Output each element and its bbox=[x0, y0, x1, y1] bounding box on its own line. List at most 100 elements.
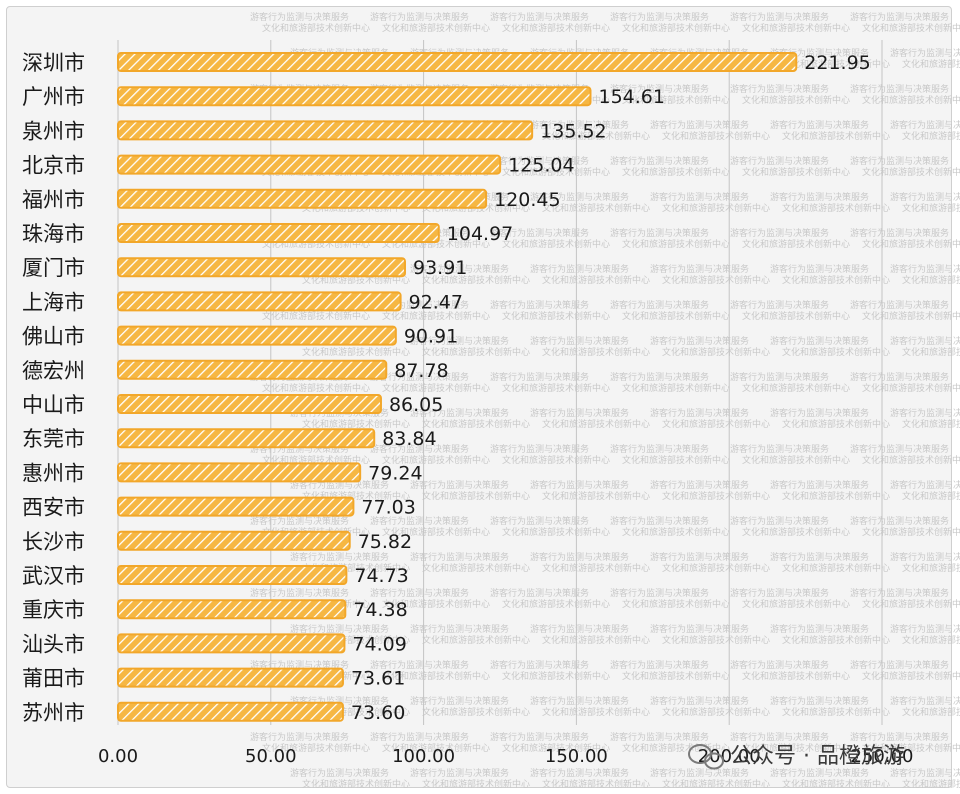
watermark-text: 文化和旅游部技术创新中心 bbox=[382, 382, 490, 394]
bar bbox=[117, 667, 344, 688]
watermark-text: 游客行为监测与决策服务 bbox=[530, 623, 629, 635]
value-label: 93.91 bbox=[413, 257, 467, 279]
value-label: 77.03 bbox=[361, 497, 415, 519]
watermark-text: 文化和旅游部技术创新中心 bbox=[742, 310, 850, 322]
watermark-text: 游客行为监测与决策服务 bbox=[890, 551, 960, 563]
watermark-text: 游客行为监测与决策服务 bbox=[530, 263, 629, 275]
watermark-text: 文化和旅游部技术创新中心 bbox=[902, 490, 960, 502]
watermark-text: 文化和旅游部技术创新中心 bbox=[542, 346, 650, 358]
watermark-text: 游客行为监测与决策服务 bbox=[290, 767, 389, 779]
watermark-text: 文化和旅游部技术创新中心 bbox=[902, 778, 960, 790]
bar bbox=[117, 599, 347, 620]
watermark-text: 游客行为监测与决策服务 bbox=[850, 587, 949, 599]
watermark-text: 游客行为监测与决策服务 bbox=[530, 407, 629, 419]
watermark-text: 游客行为监测与决策服务 bbox=[490, 659, 589, 671]
watermark-text: 文化和旅游部技术创新中心 bbox=[742, 382, 850, 394]
value-label: 83.84 bbox=[382, 428, 436, 450]
watermark-text: 文化和旅游部技术创新中心 bbox=[622, 22, 730, 34]
watermark-text: 游客行为监测与决策服务 bbox=[410, 335, 509, 347]
watermark-text: 文化和旅游部技术创新中心 bbox=[782, 346, 890, 358]
watermark-text: 文化和旅游部技术创新中心 bbox=[422, 778, 530, 790]
watermark-text: 游客行为监测与决策服务 bbox=[650, 623, 749, 635]
watermark-text: 文化和旅游部技术创新中心 bbox=[862, 454, 960, 466]
watermark-text: 文化和旅游部技术创新中心 bbox=[382, 526, 490, 538]
watermark-text: 文化和旅游部技术创新中心 bbox=[902, 418, 960, 430]
watermark-text: 文化和旅游部技术创新中心 bbox=[862, 94, 960, 106]
watermark-text: 文化和旅游部技术创新中心 bbox=[502, 382, 610, 394]
watermark-text: 游客行为监测与决策服务 bbox=[770, 263, 869, 275]
watermark-text: 文化和旅游部技术创新中心 bbox=[422, 562, 530, 574]
bar bbox=[117, 154, 502, 175]
watermark-text: 游客行为监测与决策服务 bbox=[850, 731, 949, 743]
watermark-text: 游客行为监测与决策服务 bbox=[850, 155, 949, 167]
category-label: 惠州市 bbox=[22, 461, 85, 485]
watermark-text: 游客行为监测与决策服务 bbox=[850, 11, 949, 23]
bar-row: 泉州市 135.52 bbox=[22, 119, 607, 143]
watermark-text: 游客行为监测与决策服务 bbox=[410, 479, 509, 491]
watermark-text: 文化和旅游部技术创新中心 bbox=[862, 670, 960, 682]
watermark-text: 文化和旅游部技术创新中心 bbox=[542, 202, 650, 214]
bar-row: 德宏州 87.78 bbox=[22, 359, 449, 383]
watermark-text: 游客行为监测与决策服务 bbox=[730, 227, 829, 239]
watermark-text: 文化和旅游部技术创新中心 bbox=[902, 346, 960, 358]
category-label: 珠海市 bbox=[22, 222, 85, 246]
category-label: 深圳市 bbox=[22, 51, 85, 75]
bar-row: 厦门市 93.91 bbox=[22, 256, 467, 280]
watermark-text: 游客行为监测与决策服务 bbox=[490, 227, 589, 239]
watermark-text: 文化和旅游部技术创新中心 bbox=[902, 274, 960, 286]
watermark-text: 文化和旅游部技术创新中心 bbox=[742, 670, 850, 682]
watermark-text: 游客行为监测与决策服务 bbox=[490, 371, 589, 383]
watermark-text: 文化和旅游部技术创新中心 bbox=[782, 706, 890, 718]
bar-row: 北京市 125.04 bbox=[22, 154, 575, 178]
watermark-text: 游客行为监测与决策服务 bbox=[370, 731, 469, 743]
value-label: 74.09 bbox=[352, 633, 406, 655]
watermark-text: 文化和旅游部技术创新中心 bbox=[662, 634, 770, 646]
watermark-text: 文化和旅游部技术创新中心 bbox=[782, 562, 890, 574]
watermark-text: 游客行为监测与决策服务 bbox=[890, 479, 960, 491]
watermark-text: 游客行为监测与决策服务 bbox=[250, 587, 349, 599]
watermark-text: 游客行为监测与决策服务 bbox=[730, 299, 829, 311]
watermark-text: 游客行为监测与决策服务 bbox=[730, 515, 829, 527]
category-label: 泉州市 bbox=[22, 119, 85, 143]
watermark-text: 文化和旅游部技术创新中心 bbox=[422, 346, 530, 358]
value-label: 92.47 bbox=[409, 291, 463, 313]
watermark-text: 文化和旅游部技术创新中心 bbox=[422, 418, 530, 430]
watermark-text: 文化和旅游部技术创新中心 bbox=[382, 742, 490, 754]
category-label: 北京市 bbox=[22, 154, 85, 178]
watermark-text: 文化和旅游部技术创新中心 bbox=[542, 274, 650, 286]
watermark-text: 游客行为监测与决策服务 bbox=[850, 83, 949, 95]
category-label: 武汉市 bbox=[22, 564, 85, 588]
watermark-text: 游客行为监测与决策服务 bbox=[370, 515, 469, 527]
watermark-text: 游客行为监测与决策服务 bbox=[490, 731, 589, 743]
watermark-text: 文化和旅游部技术创新中心 bbox=[502, 526, 610, 538]
watermark-text: 游客行为监测与决策服务 bbox=[530, 695, 629, 707]
watermark-text: 游客行为监测与决策服务 bbox=[730, 731, 829, 743]
watermark-text: 文化和旅游部技术创新中心 bbox=[262, 22, 370, 34]
watermark-text: 文化和旅游部技术创新中心 bbox=[862, 598, 960, 610]
brand-text: 公众号 · 品橙旅游 bbox=[730, 744, 905, 769]
watermark-text: 文化和旅游部技术创新中心 bbox=[782, 58, 890, 70]
watermark-text: 游客行为监测与决策服务 bbox=[770, 191, 869, 203]
watermark-text: 文化和旅游部技术创新中心 bbox=[262, 382, 370, 394]
watermark-text: 游客行为监测与决策服务 bbox=[850, 371, 949, 383]
value-label: 74.73 bbox=[354, 565, 408, 587]
watermark-text: 文化和旅游部技术创新中心 bbox=[662, 490, 770, 502]
category-label: 西安市 bbox=[22, 496, 85, 520]
watermark-text: 文化和旅游部技术创新中心 bbox=[422, 490, 530, 502]
watermark-text: 游客行为监测与决策服务 bbox=[650, 551, 749, 563]
watermark-text: 游客行为监测与决策服务 bbox=[650, 695, 749, 707]
bar bbox=[117, 530, 351, 551]
watermark-text: 游客行为监测与决策服务 bbox=[410, 695, 509, 707]
watermark-text: 文化和旅游部技术创新中心 bbox=[622, 310, 730, 322]
x-tick-label: 50.00 bbox=[245, 746, 297, 767]
bar bbox=[117, 188, 488, 209]
watermark-text: 游客行为监测与决策服务 bbox=[770, 767, 869, 779]
watermark-text: 文化和旅游部技术创新中心 bbox=[662, 274, 770, 286]
watermark-text: 游客行为监测与决策服务 bbox=[410, 407, 509, 419]
watermark-text: 游客行为监测与决策服务 bbox=[490, 11, 589, 23]
watermark-text: 游客行为监测与决策服务 bbox=[410, 263, 509, 275]
value-label: 90.91 bbox=[404, 326, 458, 348]
x-tick-label: 150.00 bbox=[545, 746, 608, 767]
watermark-text: 游客行为监测与决策服务 bbox=[370, 659, 469, 671]
bar-row: 惠州市 79.24 bbox=[22, 461, 423, 485]
